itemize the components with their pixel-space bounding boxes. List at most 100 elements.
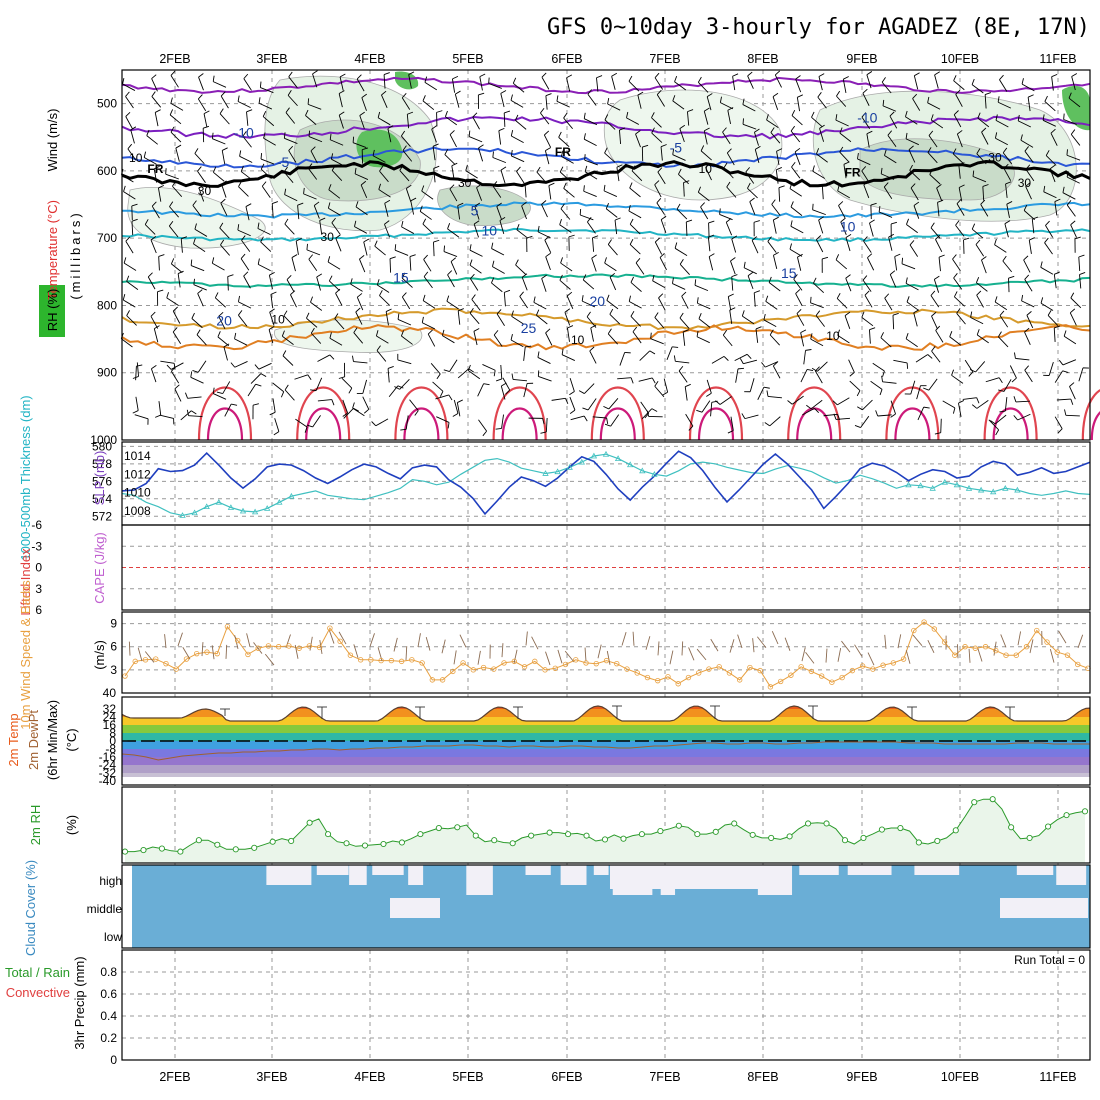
wind-barb — [628, 81, 640, 92]
wind-barb — [353, 361, 368, 364]
wind-barb-flag — [217, 331, 221, 338]
wind-barb-flag — [144, 219, 149, 225]
wind-barb — [433, 168, 436, 183]
wind-barb-flag — [569, 409, 576, 415]
wind-barb-flag — [212, 387, 215, 394]
wind-barb — [559, 224, 572, 233]
wind-barb — [812, 170, 825, 179]
wind-barb-flag — [731, 235, 738, 240]
wind-barb — [910, 187, 919, 201]
wind-barb-flag — [157, 289, 164, 293]
wind-barb-flag — [361, 93, 368, 98]
wind-barb-flag — [1049, 164, 1056, 170]
wind-barb-flag — [761, 362, 766, 368]
wind-barb — [330, 139, 344, 146]
wind-barb — [151, 78, 158, 92]
wind-barb-flag — [397, 313, 400, 320]
wind-speed-marker — [153, 656, 159, 662]
surface-wind-barb — [405, 646, 408, 661]
wind-speed-marker — [982, 644, 989, 650]
wind-barb-flag — [982, 184, 989, 187]
wind-barb-flag — [763, 313, 766, 321]
wind-barb-flag — [909, 164, 913, 171]
wind-barb-flag — [143, 151, 147, 158]
wind-speed-marker — [583, 660, 589, 666]
surface-wind-barb — [525, 631, 528, 646]
wind-barb — [836, 298, 848, 309]
wind-barb-flag — [237, 95, 240, 102]
wind-barb — [453, 399, 459, 414]
wind-barb-flag — [642, 144, 649, 148]
wind-barb-flag — [280, 391, 285, 398]
rh-contour-label: 10 — [271, 313, 285, 327]
wind-barb-flag — [697, 186, 702, 193]
wind-barb — [590, 327, 595, 342]
dewpoint-mask — [122, 777, 1090, 785]
wind-barb-flag — [458, 308, 464, 312]
wind-barb — [190, 376, 204, 384]
surface-wind-barb — [977, 647, 983, 662]
wind-barb-flag — [931, 346, 936, 352]
surface-wind-barb — [353, 644, 359, 658]
wind-barb — [678, 370, 688, 383]
wind-barb-flag — [751, 236, 758, 241]
wind-barb-flag — [441, 329, 445, 336]
rh-marker — [860, 834, 867, 841]
wind-barb-flag — [122, 78, 125, 85]
wind-barb — [697, 302, 711, 310]
surface-temp-loop — [305, 407, 342, 441]
wind-barb — [778, 187, 781, 202]
wind-barb-flag — [603, 184, 606, 191]
wind-barb-flag — [449, 130, 455, 135]
wind-barb — [316, 276, 321, 291]
wind-barb-flag — [565, 398, 569, 405]
wind-barb — [146, 135, 158, 145]
clear-sky-patch — [1000, 898, 1088, 918]
wind-barb — [457, 310, 461, 325]
wind-barb — [123, 262, 137, 271]
wind-barb-flag — [696, 330, 699, 337]
wind-barb — [221, 150, 226, 165]
wind-barb — [297, 205, 300, 220]
wind-barb-flag — [221, 180, 227, 185]
wind-barb-flag — [1051, 73, 1058, 78]
wind-barb — [482, 364, 496, 371]
thickness-marker — [941, 478, 948, 485]
panel-frame — [121, 524, 1091, 611]
wind-barb-flag — [626, 111, 629, 118]
wind-barb-flag — [1070, 129, 1076, 135]
rh-marker — [417, 831, 424, 838]
wind-barb-flag — [1070, 292, 1075, 299]
wind-barb-flag — [310, 146, 316, 152]
wind-barb — [125, 240, 134, 254]
wind-barb-flag — [956, 198, 962, 204]
wind-barb-flag — [476, 183, 482, 189]
surface-wind-barb — [328, 630, 335, 644]
wind-barb — [431, 129, 437, 143]
wind-barb-flag — [170, 70, 176, 76]
wind-barb — [580, 214, 594, 221]
wind-barb-flag — [387, 365, 394, 369]
wind-barb — [187, 396, 202, 399]
wind-speed-marker — [275, 644, 282, 650]
wind-barb-flag — [631, 165, 636, 172]
wind-barb-flag — [478, 92, 485, 96]
wind-barb-flag — [371, 421, 377, 427]
surface-wind-barb — [841, 640, 851, 653]
surface-wind-barb — [144, 651, 155, 663]
wind-barb — [213, 393, 227, 400]
wind-barb-flag — [191, 410, 197, 415]
panel-frame — [121, 949, 1091, 1061]
wind-barb-flag — [521, 201, 527, 207]
wind-speed-marker — [1054, 649, 1060, 655]
wind-barb — [660, 146, 663, 161]
wind-barb — [908, 149, 916, 163]
wind-barb — [515, 120, 527, 130]
wind-barb-flag — [545, 252, 551, 258]
wind-barb — [842, 79, 847, 94]
clear-sky-patch — [847, 865, 892, 875]
wind-barb-flag — [151, 201, 157, 207]
wind-barb-flag — [706, 392, 712, 397]
wind-barb-flag — [223, 343, 230, 348]
wind-barb-flag — [875, 410, 879, 417]
